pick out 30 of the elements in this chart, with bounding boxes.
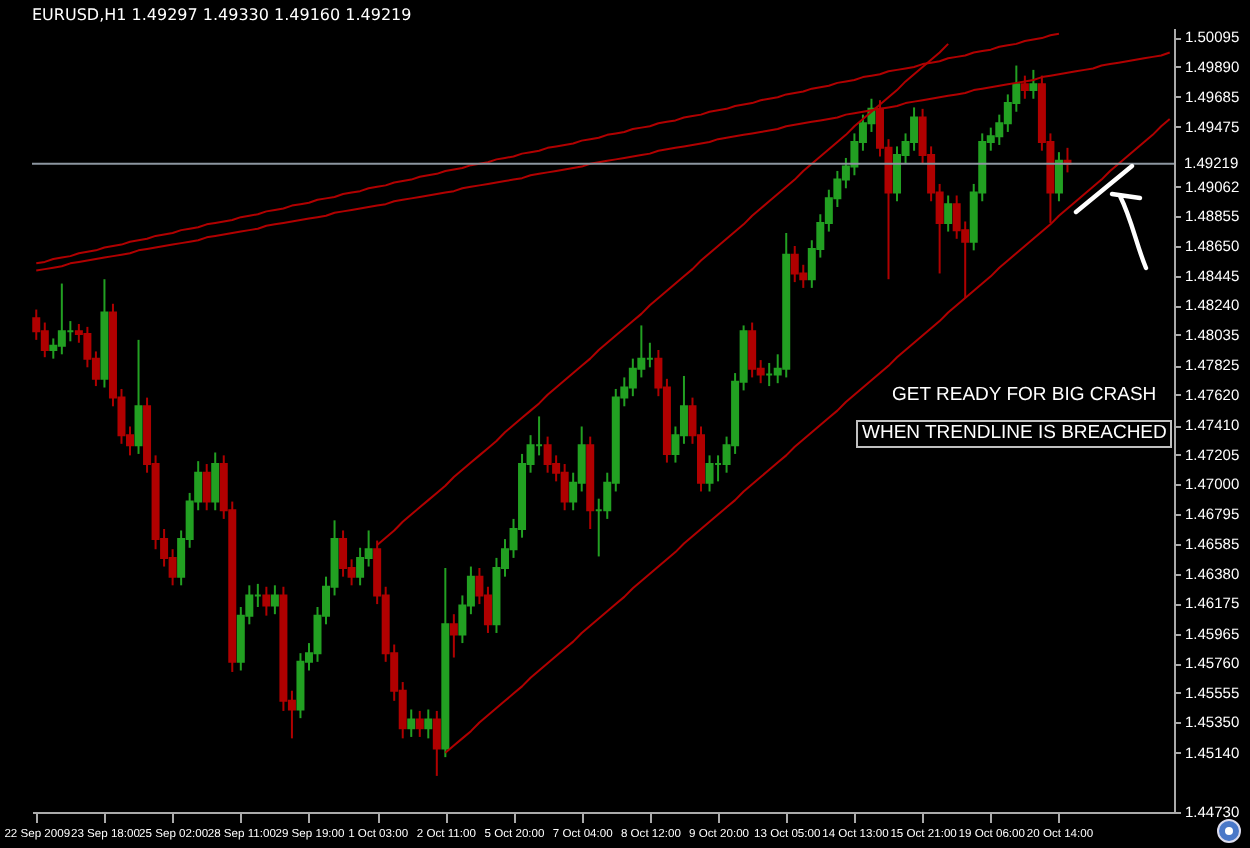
candlestick <box>49 337 58 360</box>
annotation: WHEN TRENDLINE IS BREACHED <box>856 420 1173 448</box>
candlestick <box>57 282 66 356</box>
candlestick <box>270 584 279 616</box>
candlestick <box>1020 74 1029 100</box>
candlestick <box>424 708 433 740</box>
candlestick <box>893 145 902 203</box>
candlestick <box>705 454 714 493</box>
candlestick <box>202 463 211 512</box>
candlestick <box>415 709 424 738</box>
candlestick <box>134 338 143 455</box>
annotation: GET READY FOR BIG CRASH <box>892 384 1157 408</box>
candlestick <box>407 708 416 738</box>
candlestick <box>40 321 49 359</box>
chart-title: EURUSD,H1 1.49297 1.49330 1.49160 1.49219 <box>32 6 412 24</box>
candlestick <box>432 709 441 777</box>
candlestick <box>748 321 757 379</box>
candlestick <box>1054 151 1063 203</box>
candlestick <box>296 652 305 720</box>
candlestick <box>211 451 220 512</box>
candlestick <box>356 546 365 587</box>
candlestick <box>790 245 799 284</box>
candlestick <box>339 529 348 578</box>
candlestick <box>262 585 271 617</box>
candlestick <box>1029 68 1038 100</box>
candlestick <box>449 613 458 659</box>
line-series <box>444 117 1171 754</box>
candlestick <box>944 194 953 233</box>
candlestick <box>543 435 552 474</box>
candlestick <box>560 463 569 512</box>
